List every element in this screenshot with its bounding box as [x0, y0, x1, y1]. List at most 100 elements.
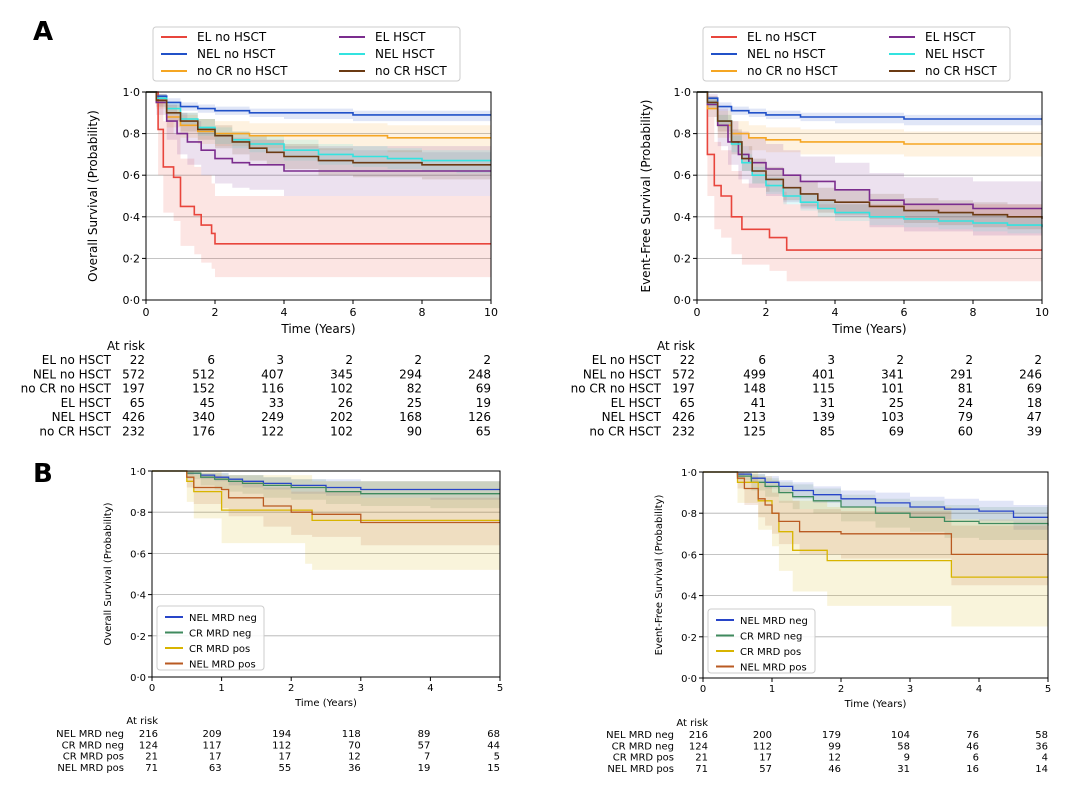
legend-label-nel-mrd-pos: NEL MRD pos — [189, 660, 256, 671]
at-risk-value: 46 — [828, 764, 841, 775]
at-risk-value: 31 — [897, 764, 910, 775]
at-risk-value: 216 — [139, 729, 158, 740]
y-tick-label: 0·4 — [130, 591, 146, 602]
panel-label-b: B — [33, 459, 53, 489]
at-risk-value: 44 — [487, 740, 500, 751]
at-risk-value: 168 — [399, 410, 422, 424]
series-line-nel-mrd-pos — [152, 470, 500, 524]
at-risk-row-label: CR MRD neg — [62, 740, 124, 751]
y-tick-label: 0·6 — [674, 169, 692, 182]
at-risk-value: 57 — [759, 764, 772, 775]
at-risk-value: 79 — [958, 410, 973, 424]
at-risk-value: 6 — [207, 353, 215, 367]
at-risk-value: 45 — [200, 396, 215, 410]
y-tick-label: 0·4 — [123, 211, 141, 224]
at-risk-value: 33 — [269, 396, 284, 410]
at-risk-row-label: EL no HSCT — [42, 353, 112, 367]
panel-label-a: A — [33, 17, 53, 47]
at-risk-row-label: no CR HSCT — [39, 425, 111, 439]
x-tick-label: 4 — [976, 684, 982, 695]
y-tick-label: 0·2 — [681, 633, 697, 644]
at-risk-value: 103 — [881, 410, 904, 424]
chart-a-overall-survival: 0 2 4 6 8 10 0·0 0·2 0·4 0·6 0·8 1·0 Time (Years) Ove… — [21, 26, 498, 439]
at-risk-value: 209 — [203, 729, 222, 740]
legend-label-el-no-hsct: EL no HSCT — [197, 30, 267, 44]
at-risk-value: 340 — [192, 410, 215, 424]
at-risk-row-label: NEL HSCT — [52, 410, 112, 424]
ci-band-el-hsct — [697, 92, 1042, 236]
at-risk-value: 24 — [958, 396, 973, 410]
y-axis-label: Overall Survival (Probability) — [86, 110, 100, 282]
at-risk-value: 17 — [759, 753, 772, 764]
y-axis-label: Event-Free Survival (Probability) — [639, 100, 653, 293]
at-risk-value: 7 — [424, 752, 430, 763]
x-tick-label: 4 — [281, 306, 288, 319]
plot-frame — [696, 91, 1043, 301]
at-risk-value: 345 — [330, 367, 353, 381]
x-tick-label: 2 — [838, 684, 844, 695]
at-risk-value: 6 — [758, 353, 766, 367]
y-tick-label: 0·0 — [123, 294, 141, 307]
legend-label-no-cr-no-hsct: no CR no HSCT — [197, 64, 288, 78]
x-tick-label: 2 — [288, 683, 294, 694]
at-risk-value: 9 — [904, 753, 910, 764]
at-risk-value: 17 — [278, 752, 291, 763]
at-risk-value: 248 — [468, 367, 491, 381]
x-tick-label: 0 — [700, 684, 706, 695]
y-tick-label: 0·8 — [674, 128, 692, 141]
at-risk-value: 6 — [973, 753, 979, 764]
x-tick-label: 2 — [212, 306, 219, 319]
series-line-no-cr-hsct — [146, 91, 491, 166]
ci-band-nel-no-hsct — [697, 92, 1042, 126]
at-risk-value: 407 — [261, 367, 284, 381]
x-tick-label: 3 — [358, 683, 364, 694]
legend-label-no-cr-hsct: no CR HSCT — [375, 64, 447, 78]
at-risk-value: 69 — [889, 425, 904, 439]
at-risk-row-label: no CR HSCT — [589, 425, 661, 439]
x-axis-label: Time (Years) — [844, 699, 907, 710]
at-risk-value: 118 — [342, 729, 361, 740]
at-risk-value: 246 — [1019, 367, 1042, 381]
at-risk-row-label: no CR no HSCT — [571, 382, 662, 396]
plot-frame — [702, 471, 1049, 679]
at-risk-value: 21 — [145, 752, 158, 763]
at-risk-value: 19 — [476, 396, 491, 410]
ci-band-nel-mrd-pos — [703, 472, 1048, 586]
at-risk-row-label: NEL MRD neg — [606, 730, 674, 741]
at-risk-value: 65 — [130, 396, 145, 410]
y-axis-label: Overall Survival (Probability) — [103, 502, 114, 645]
series-line-nel-mrd-neg — [703, 471, 1048, 518]
at-risk-row-label: NEL no HSCT — [33, 367, 112, 381]
at-risk-value: 148 — [743, 382, 766, 396]
at-risk-value: 76 — [966, 730, 979, 741]
ci-band-el-no-hsct — [146, 92, 491, 278]
at-risk-value: 25 — [407, 396, 422, 410]
at-risk-value: 3 — [276, 353, 284, 367]
ci-band-cr-mrd-pos — [703, 472, 1048, 627]
at-risk-value: 139 — [812, 410, 835, 424]
legend-label-nel-no-hsct: NEL no HSCT — [197, 47, 276, 61]
at-risk-value: 2 — [965, 353, 973, 367]
series-line-el-hsct — [697, 91, 1042, 210]
x-tick-label: 4 — [832, 306, 839, 319]
x-tick-label: 5 — [497, 683, 503, 694]
plot-frame — [151, 470, 501, 678]
legend-label-el-hsct: EL HSCT — [925, 30, 976, 44]
ci-band-no-cr-hsct — [146, 92, 491, 180]
legend-label-cr-mrd-pos: CR MRD pos — [189, 644, 250, 655]
legend-label-cr-mrd-neg: CR MRD neg — [740, 632, 802, 643]
at-risk-value: 213 — [743, 410, 766, 424]
at-risk-row-label: EL no HSCT — [592, 353, 662, 367]
at-risk-value: 126 — [468, 410, 491, 424]
at-risk-value: 426 — [122, 410, 145, 424]
at-risk-value: 152 — [192, 382, 215, 396]
ci-band-el-no-hsct — [697, 92, 1042, 282]
at-risk-value: 63 — [209, 763, 222, 774]
at-risk-row-label: no CR no HSCT — [21, 382, 112, 396]
y-tick-label: 0·2 — [130, 632, 146, 643]
at-risk-value: 22 — [680, 353, 695, 367]
x-tick-label: 6 — [901, 306, 908, 319]
at-risk-value: 202 — [330, 410, 353, 424]
